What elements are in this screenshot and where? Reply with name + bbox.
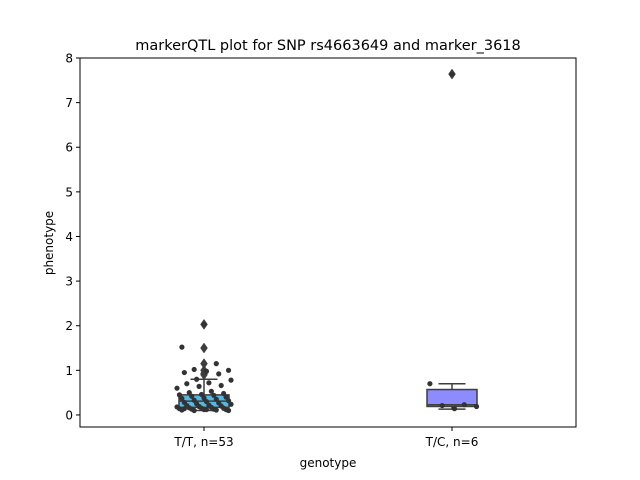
data-point xyxy=(181,406,187,412)
y-tick-label: 8 xyxy=(65,52,73,66)
data-point xyxy=(228,377,234,383)
y-tick-label: 5 xyxy=(65,185,73,199)
y-axis-label: phenotype xyxy=(42,211,56,275)
x-axis-label: genotype xyxy=(300,456,357,470)
data-point xyxy=(189,393,195,399)
box-group xyxy=(426,68,480,412)
data-point xyxy=(194,376,200,382)
data-point xyxy=(228,401,234,407)
y-tick-label: 1 xyxy=(65,364,73,378)
y-tick-label: 4 xyxy=(65,230,73,244)
data-point xyxy=(218,382,224,389)
data-point xyxy=(208,388,214,394)
data-point xyxy=(191,366,197,373)
data-point xyxy=(174,385,180,391)
y-tick-label: 6 xyxy=(65,141,73,155)
data-point xyxy=(184,381,190,387)
outlier-marker xyxy=(200,342,208,354)
data-point xyxy=(196,383,202,389)
data-point xyxy=(449,71,455,77)
data-point xyxy=(181,369,187,376)
data-point xyxy=(225,367,232,373)
data-point xyxy=(213,407,219,413)
y-tick-label: 7 xyxy=(65,96,73,110)
plot-area xyxy=(174,68,480,414)
data-point xyxy=(191,407,197,414)
x-tick-label: T/C, n=6 xyxy=(425,435,479,449)
data-point xyxy=(211,392,217,398)
data-point xyxy=(225,407,232,414)
data-point xyxy=(203,406,210,413)
y-tick-label: 0 xyxy=(65,408,73,422)
data-point xyxy=(216,371,222,377)
x-tick-label: T/T, n=53 xyxy=(173,435,233,449)
data-point xyxy=(451,406,458,412)
data-point xyxy=(473,403,480,410)
data-point xyxy=(427,381,433,387)
y-axis: 0 1 2 3 4 5 6 7 8 xyxy=(65,52,80,422)
data-point xyxy=(201,321,207,327)
box xyxy=(426,388,478,408)
plot-frame xyxy=(79,57,577,428)
data-point xyxy=(179,344,185,350)
data-point xyxy=(439,402,445,409)
y-tick-label: 2 xyxy=(65,319,73,333)
data-point xyxy=(203,368,210,374)
box-group xyxy=(174,318,234,414)
data-point xyxy=(461,402,467,408)
chart-title: markerQTL plot for SNP rs4663649 and mar… xyxy=(135,38,521,54)
data-point xyxy=(213,361,219,367)
data-point xyxy=(179,395,185,402)
data-point xyxy=(206,380,212,386)
x-axis: T/T, n=53 T/C, n=6 xyxy=(173,427,478,449)
y-tick-label: 3 xyxy=(65,275,73,289)
